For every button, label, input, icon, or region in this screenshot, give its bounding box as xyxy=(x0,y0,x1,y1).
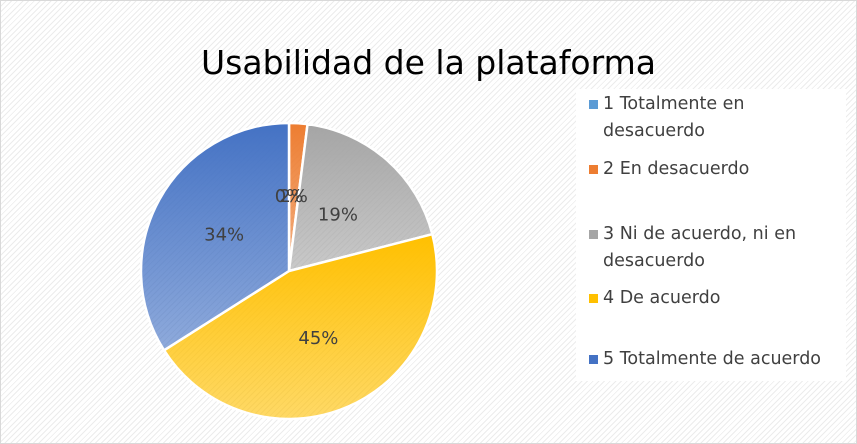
data-label: 45% xyxy=(298,328,338,349)
data-label: 34% xyxy=(204,224,244,245)
pie-slice xyxy=(162,232,439,421)
legend-swatch xyxy=(589,355,598,364)
pie-slice xyxy=(139,121,291,353)
legend-label: 3 Ni de acuerdo, ni en desacuerdo xyxy=(603,224,797,271)
legend-entry: 4 De acuerdo xyxy=(589,285,841,312)
chart-title: Usabilidad de la plataforma xyxy=(201,43,656,82)
data-label: 19% xyxy=(318,204,358,225)
legend-label: 4 De acuerdo xyxy=(603,288,721,308)
pie-slice xyxy=(287,122,434,273)
legend-swatch xyxy=(589,230,598,239)
legend-swatch xyxy=(589,100,598,109)
legend-entry: 5 Totalmente de acuerdo xyxy=(589,346,841,373)
data-label: 0% xyxy=(275,186,304,207)
legend: 1 Totalmente en desacuerdo 2 En desacuerd… xyxy=(576,89,846,381)
legend-swatch xyxy=(589,165,598,174)
legend-label: 5 Totalmente de acuerdo xyxy=(603,349,822,369)
legend-entry: 3 Ni de acuerdo, ni en desacuerdo xyxy=(589,221,841,275)
legend-entry: 2 En desacuerdo xyxy=(589,156,841,183)
legend-label: 1 Totalmente en desacuerdo xyxy=(603,94,745,141)
data-label: 2% xyxy=(279,186,308,207)
legend-entry: 1 Totalmente en desacuerdo xyxy=(589,91,841,145)
legend-swatch xyxy=(589,294,598,303)
legend-label: 2 En desacuerdo xyxy=(603,159,750,179)
